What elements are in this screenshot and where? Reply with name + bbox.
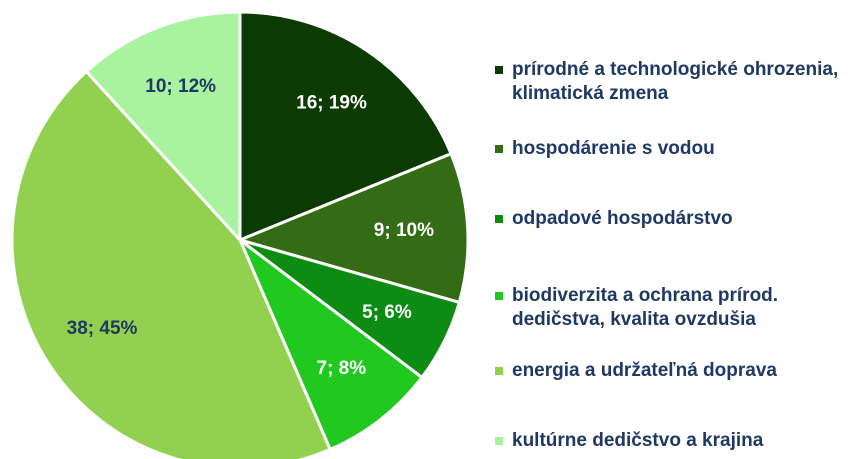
data-label: 16; 19% xyxy=(296,93,367,114)
data-label: 7; 8% xyxy=(317,358,367,379)
pie-slice xyxy=(84,10,242,244)
pie-slice xyxy=(235,151,470,305)
legend-swatch xyxy=(495,215,503,223)
legend-swatch xyxy=(495,437,503,445)
legend-item: kultúrne dedičstvo a krajina xyxy=(495,429,857,453)
legend-item: hospodárenie s vodou xyxy=(495,137,857,161)
legend-item: energia a udržateľná doprava xyxy=(495,359,857,383)
legend-label: hospodárenie s vodou xyxy=(512,138,715,159)
data-label: 5; 6% xyxy=(362,302,412,323)
legend-swatch xyxy=(495,145,503,153)
legend-swatch xyxy=(495,66,503,74)
legend-label: prírodné a technologické ohrozenia, klim… xyxy=(512,59,839,104)
pie-slice xyxy=(10,69,333,459)
legend-label: odpadové hospodárstvo xyxy=(512,208,733,229)
legend-item: biodiverzita a ochrana prírod. dedičstva… xyxy=(495,284,857,332)
pie-slice xyxy=(236,235,425,452)
legend-item: prírodné a technologické ohrozenia, klim… xyxy=(495,58,857,106)
legend-label: kultúrne dedičstvo a krajina xyxy=(512,430,764,451)
data-label: 38; 45% xyxy=(67,318,138,339)
legend-swatch xyxy=(495,292,503,300)
legend-label: biodiverzita a ochrana prírod. dedičstva… xyxy=(512,285,779,330)
legend-item: odpadové hospodárstvo xyxy=(495,207,857,231)
legend-swatch xyxy=(495,367,503,375)
data-label: 9; 10% xyxy=(374,220,434,241)
pie-slice xyxy=(238,10,454,243)
data-label: 10; 12% xyxy=(145,76,216,97)
legend-label: energia a udržateľná doprava xyxy=(512,360,777,381)
